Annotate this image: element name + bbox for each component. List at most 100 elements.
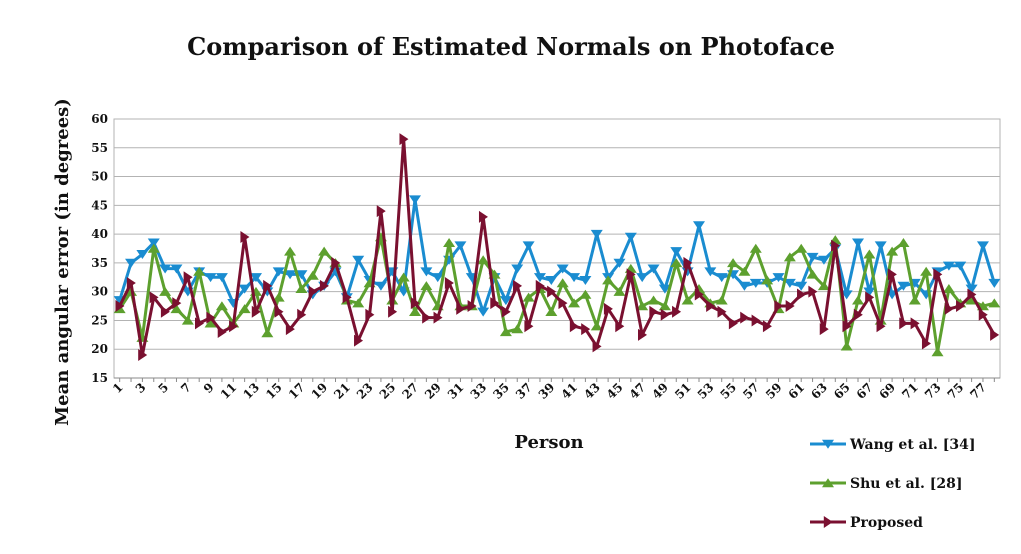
data-point <box>886 246 899 256</box>
data-point <box>149 291 159 304</box>
data-point <box>660 308 670 321</box>
data-point <box>284 270 297 280</box>
data-point <box>692 221 705 231</box>
data-point <box>422 311 432 324</box>
data-point <box>136 250 149 260</box>
data-point <box>840 341 853 351</box>
data-point <box>568 298 581 308</box>
data-point <box>817 255 830 265</box>
data-point <box>342 291 352 304</box>
data-point <box>615 320 625 333</box>
y-tick-label: 15 <box>91 371 108 385</box>
data-point <box>160 305 170 318</box>
data-point <box>215 301 228 311</box>
data-point <box>715 295 728 305</box>
data-point <box>409 307 422 317</box>
data-point <box>727 258 740 268</box>
data-point <box>306 270 319 280</box>
data-point <box>272 292 285 302</box>
data-point <box>547 285 557 298</box>
data-point <box>251 305 261 318</box>
data-point <box>579 289 592 299</box>
y-tick-label: 40 <box>91 227 108 241</box>
data-point <box>590 321 603 331</box>
data-point <box>876 320 886 333</box>
data-point <box>217 325 227 338</box>
legend-entry-1: Wang et al. [34] <box>810 437 976 453</box>
data-point <box>431 273 444 283</box>
data-point <box>522 292 535 302</box>
data-point <box>738 266 751 276</box>
legend-label: Proposed <box>850 515 923 531</box>
data-point <box>715 273 728 283</box>
data-point <box>147 243 160 253</box>
data-point <box>649 305 659 318</box>
data-point <box>490 297 500 310</box>
data-point <box>376 205 386 218</box>
data-point <box>647 264 660 274</box>
data-point <box>728 317 738 330</box>
data-point <box>592 340 602 353</box>
data-point <box>749 278 762 288</box>
data-point <box>931 347 944 357</box>
data-point <box>590 229 603 239</box>
data-point <box>579 275 592 285</box>
data-point <box>477 255 490 265</box>
data-point <box>749 243 762 253</box>
data-point <box>545 275 558 285</box>
data-point <box>433 311 443 324</box>
data-point <box>172 297 182 310</box>
data-point <box>704 267 717 277</box>
data-point <box>806 269 819 279</box>
series-3 <box>115 133 1000 361</box>
data-point <box>319 279 329 292</box>
data-point <box>272 267 285 277</box>
data-point <box>899 317 909 330</box>
data-point <box>944 302 954 315</box>
series-lines <box>113 133 1001 361</box>
y-tick-label: 55 <box>91 141 108 155</box>
data-point <box>238 284 251 294</box>
data-point <box>658 301 671 311</box>
data-point <box>147 238 160 248</box>
data-point <box>988 278 1001 288</box>
data-point <box>761 275 774 285</box>
legend-swatch-marker <box>823 516 833 528</box>
y-tick-label: 30 <box>91 285 108 299</box>
data-point <box>613 258 626 268</box>
data-point <box>740 311 750 324</box>
data-point <box>535 279 545 292</box>
data-point <box>785 300 795 313</box>
axes <box>113 118 1001 382</box>
data-point <box>626 268 636 281</box>
data-point <box>420 281 433 291</box>
data-point <box>852 238 865 248</box>
data-point <box>897 237 910 247</box>
data-point <box>783 278 796 288</box>
y-tick-labels: 15 20 25 30 35 40 45 50 55 60 <box>91 112 108 385</box>
data-point <box>263 279 273 292</box>
data-point <box>204 273 217 283</box>
data-point <box>887 268 897 281</box>
data-point <box>569 320 579 333</box>
data-point <box>976 241 989 251</box>
data-point <box>374 281 387 291</box>
data-point <box>354 334 364 347</box>
data-point <box>863 249 876 259</box>
data-point <box>795 281 808 291</box>
data-point <box>331 256 341 269</box>
data-point <box>388 305 398 318</box>
data-point <box>138 348 148 361</box>
data-point <box>409 195 422 205</box>
data-point <box>602 275 615 285</box>
data-point <box>797 288 807 301</box>
legend-swatch-marker <box>822 439 834 449</box>
data-point <box>456 302 466 315</box>
data-point <box>274 305 284 318</box>
data-point <box>908 295 921 305</box>
data-point <box>194 317 204 330</box>
data-point <box>454 241 467 251</box>
data-point <box>819 323 829 336</box>
data-point <box>501 305 511 318</box>
data-point <box>558 297 568 310</box>
